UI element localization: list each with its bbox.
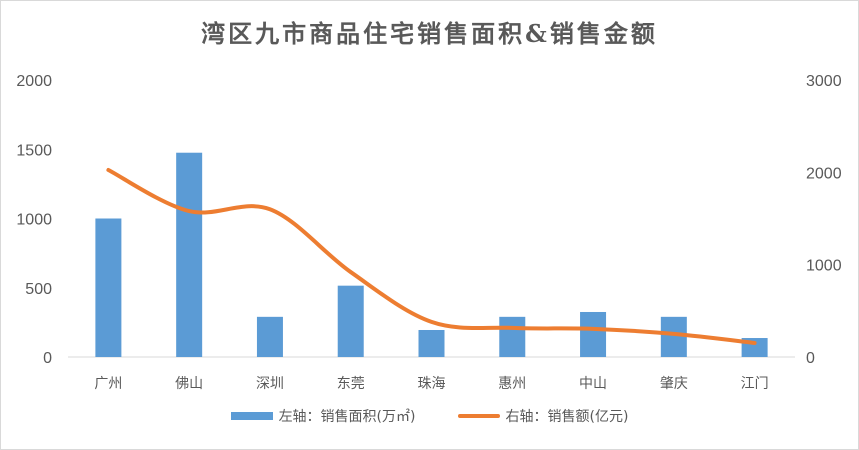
right-tick-label: 1000 [806, 258, 842, 275]
bar [337, 285, 364, 357]
right-tick-label: 3000 [806, 73, 842, 90]
bar [256, 316, 283, 357]
left-tick-label: 1000 [16, 212, 52, 229]
right-tick-label: 2000 [806, 165, 842, 182]
category-label: 肇庆 [660, 376, 688, 392]
line-series [106, 168, 757, 345]
category-label: 深圳 [256, 376, 284, 392]
bar [95, 218, 122, 357]
right-axis-ticks: 0 1000 2000 3000 [806, 73, 842, 367]
legend-item-sales: 右轴：销售额(亿元) [457, 406, 629, 426]
chart-title: 湾区九市商品住宅销售面积&销售金额 [201, 19, 658, 48]
bar [418, 329, 445, 357]
x-axis-categories: 广州 佛山 深圳 东莞 珠海 惠州 中山 肇庆 江门 [94, 376, 768, 392]
legend-label-area: 左轴：销售面积(万㎡) [278, 409, 416, 425]
legend-label-sales: 右轴：销售额(亿元) [505, 409, 629, 425]
left-tick-label: 1500 [16, 142, 52, 159]
line-swatch-icon [457, 414, 500, 418]
left-axis-ticks: 0 500 1000 1500 2000 [16, 73, 52, 367]
bar [499, 316, 526, 357]
category-label: 江门 [741, 376, 769, 392]
bar-swatch-icon [230, 412, 273, 420]
legend: 左轴：销售面积(万㎡) 右轴：销售额(亿元) [0, 406, 859, 426]
category-label: 中山 [579, 376, 607, 392]
legend-item-area: 左轴：销售面积(万㎡) [230, 406, 416, 426]
right-tick-label: 0 [806, 350, 815, 367]
bar [660, 316, 687, 357]
category-label: 广州 [94, 376, 122, 392]
left-tick-label: 0 [43, 350, 52, 367]
category-label: 佛山 [175, 376, 203, 392]
left-tick-label: 500 [25, 281, 52, 298]
bar [176, 152, 203, 357]
left-tick-label: 2000 [16, 73, 52, 90]
bar-series [95, 152, 768, 357]
category-label: 惠州 [498, 376, 526, 392]
category-label: 珠海 [418, 376, 446, 392]
category-label: 东莞 [337, 376, 365, 392]
bar [580, 311, 607, 357]
